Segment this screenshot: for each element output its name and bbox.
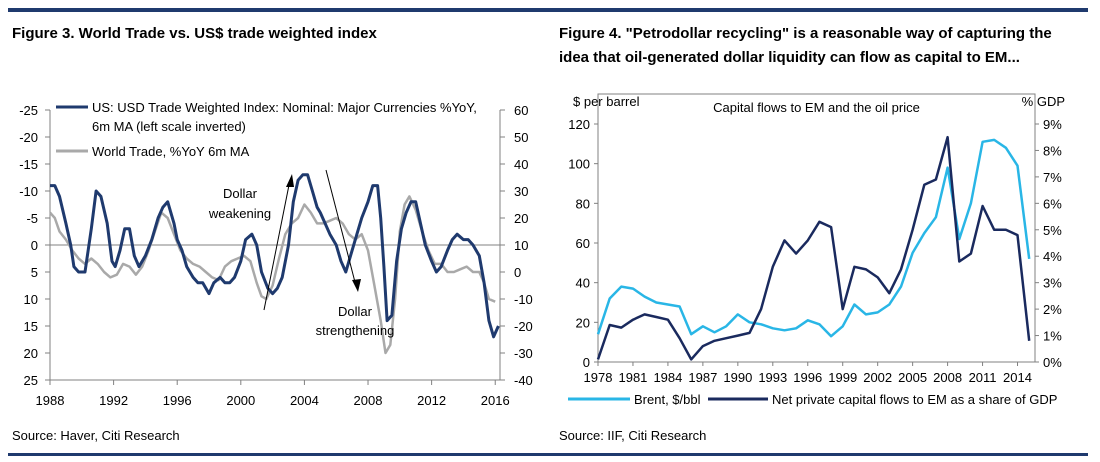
right-axis-title: % GDP xyxy=(1022,94,1065,109)
plot-frame xyxy=(597,93,1036,363)
right-tick-label: 4% xyxy=(1043,249,1062,264)
left-tick-label: 0 xyxy=(31,238,38,253)
right-tick-label: 2% xyxy=(1043,302,1062,317)
left-tick-label: -10 xyxy=(19,184,38,199)
brent-line xyxy=(596,138,1031,338)
left-tick-label: 20 xyxy=(24,346,38,361)
figure-4-chart: $ per barrel % GDP Capital flows to EM and… xyxy=(568,93,1065,407)
top-rule xyxy=(8,8,1088,12)
figure-3-source: Source: Haver, Citi Research xyxy=(12,428,180,443)
x-tick-label: 1987 xyxy=(688,370,717,385)
legend-label-brent: Brent, $/bbl xyxy=(634,392,701,407)
legend-label-usd-line1: US: USD Trade Weighted Index: Nominal: M… xyxy=(92,100,477,115)
strengthening-arrowhead xyxy=(352,279,361,292)
annotation-weakening-line2: weakening xyxy=(208,206,271,221)
x-tick-label: 2008 xyxy=(354,393,383,408)
right-tick-label: 8% xyxy=(1043,143,1062,158)
annotation-strengthening-line1: Dollar xyxy=(338,304,373,319)
x-tick-label: 1992 xyxy=(99,393,128,408)
x-tick-label: 1993 xyxy=(758,370,787,385)
x-tick-label: 2016 xyxy=(481,393,510,408)
x-tick-label: 1988 xyxy=(36,393,65,408)
right-tick-label: 5% xyxy=(1043,223,1062,238)
left-tick-label: 40 xyxy=(576,276,590,291)
left-tick-label: 25 xyxy=(24,373,38,388)
figure-4-title-line1: Figure 4. "Petrodollar recycling" is a r… xyxy=(559,25,1052,42)
strengthening-arrow xyxy=(325,169,357,287)
right-tick-label: 60 xyxy=(514,103,528,118)
right-tick-label: 0% xyxy=(1043,355,1062,370)
x-tick-label: 2005 xyxy=(898,370,927,385)
x-tick-label: 2008 xyxy=(933,370,962,385)
figure-4-title-line2: idea that oil-generated dollar liquidity… xyxy=(559,49,1020,66)
right-tick-label: 6% xyxy=(1043,196,1062,211)
right-tick-label: 50 xyxy=(514,130,528,145)
chart-title: Capital flows to EM and the oil price xyxy=(713,100,920,115)
left-tick-label: -20 xyxy=(19,130,38,145)
right-tick-label: -30 xyxy=(514,346,533,361)
x-tick-label: 1981 xyxy=(618,370,647,385)
left-tick-label: -15 xyxy=(19,157,38,172)
world-trade-line xyxy=(49,195,496,355)
weakening-arrow xyxy=(263,179,291,311)
x-tick-label: 1996 xyxy=(793,370,822,385)
annotation-weakening-line1: Dollar xyxy=(223,186,258,201)
left-tick-label: 80 xyxy=(576,196,590,211)
left-tick-label: 10 xyxy=(24,292,38,307)
right-tick-label: 40 xyxy=(514,157,528,172)
annotation-strengthening-line2: strengthening xyxy=(316,323,395,338)
left-tick-label: 20 xyxy=(576,315,590,330)
right-tick-label: -40 xyxy=(514,373,533,388)
right-tick-label: 30 xyxy=(514,184,528,199)
x-tick-label: 2012 xyxy=(417,393,446,408)
weakening-arrowhead xyxy=(286,174,294,187)
right-tick-label: 7% xyxy=(1043,170,1062,185)
x-tick-label: 1978 xyxy=(584,370,613,385)
x-tick-label: 2014 xyxy=(1003,370,1032,385)
legend-label-usd-line2: 6m MA (left scale inverted) xyxy=(92,119,246,134)
x-tick-label: 2000 xyxy=(226,393,255,408)
left-tick-label: -25 xyxy=(19,103,38,118)
x-tick-label: 2011 xyxy=(969,370,997,385)
right-tick-label: -20 xyxy=(514,319,533,334)
right-tick-label: -10 xyxy=(514,292,533,307)
left-tick-label: 60 xyxy=(576,236,590,251)
left-tick-label: -5 xyxy=(26,211,38,226)
figure-4-source: Source: IIF, Citi Research xyxy=(559,428,707,443)
right-tick-label: 3% xyxy=(1043,276,1062,291)
x-tick-label: 1996 xyxy=(163,393,192,408)
left-tick-label: 120 xyxy=(568,117,590,132)
x-tick-label: 2004 xyxy=(290,393,319,408)
figure-3-title: Figure 3. World Trade vs. US$ trade weig… xyxy=(12,25,377,42)
x-tick-label: 2002 xyxy=(863,370,892,385)
left-tick-label: 5 xyxy=(31,265,38,280)
right-tick-label: 9% xyxy=(1043,117,1062,132)
right-tick-label: 20 xyxy=(514,211,528,226)
legend-label-trade: World Trade, %YoY 6m MA xyxy=(92,144,250,159)
right-tick-label: 10 xyxy=(514,238,528,253)
bottom-rule xyxy=(8,453,1088,456)
usd-index-line xyxy=(50,173,500,339)
left-axis-title: $ per barrel xyxy=(573,94,640,109)
left-tick-label: 15 xyxy=(24,319,38,334)
right-tick-label: 1% xyxy=(1043,329,1062,344)
right-tick-label: 0 xyxy=(514,265,521,280)
capital-flows-line xyxy=(596,135,1031,361)
x-tick-label: 1984 xyxy=(653,370,682,385)
left-tick-label: 100 xyxy=(568,157,590,172)
figure-3-chart: -25 -20 -15 -10 -5 0 5 10 15 20 25 60 50 40 30 20 10 0 -10… xyxy=(19,100,533,408)
x-tick-label: 1999 xyxy=(828,370,857,385)
legend-label-flows: Net private capital flows to EM as a sha… xyxy=(772,392,1057,407)
left-tick-label: 0 xyxy=(583,355,590,370)
x-tick-label: 1990 xyxy=(723,370,752,385)
